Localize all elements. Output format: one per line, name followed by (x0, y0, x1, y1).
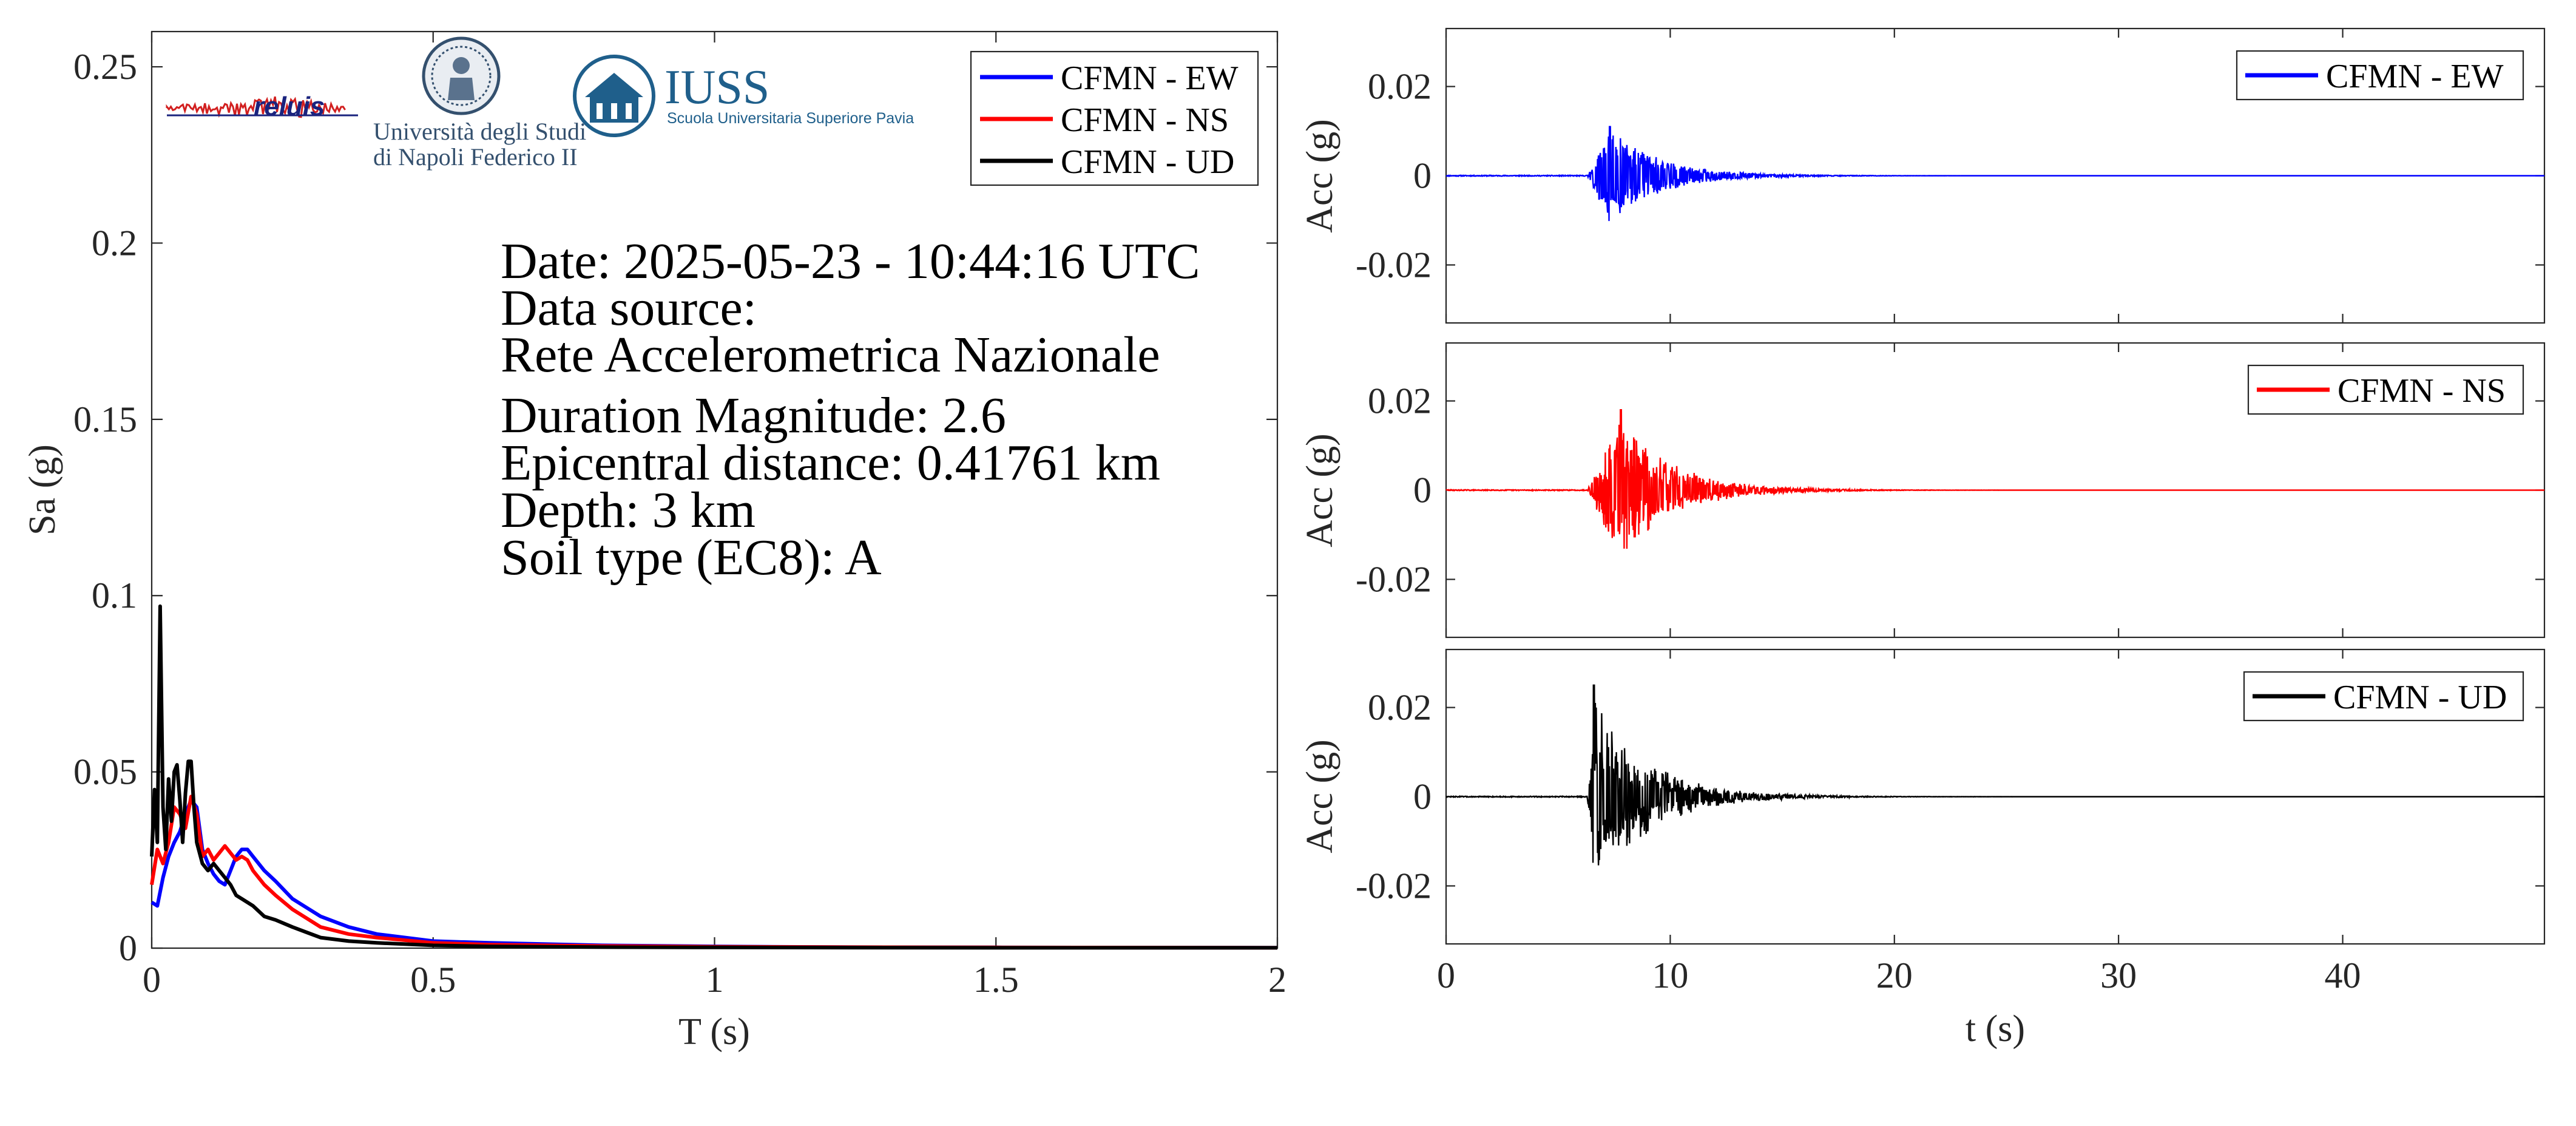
acc-ns-y-axis-title: Acc (g) (1299, 433, 1340, 548)
spectrum-x-tick-label: 1.5 (973, 960, 1019, 1000)
iuss-subtitle: Scuola Universitaria Superiore Pavia (667, 110, 914, 127)
legend-label-ud: CFMN - UD (1061, 143, 1234, 181)
acc-x-tick-label: 20 (1876, 955, 1913, 995)
acc-ns-y-tick-label: 0.02 (1368, 381, 1432, 421)
data-source-label: Data source: (501, 280, 757, 336)
unina-seal-icon (422, 36, 501, 115)
acc-ud-x-ticks: 0 10 20 30 40 (1437, 649, 2361, 995)
acc-ns-chart: -0.02 0 0.02 Acc (g) CFMN - NS (1299, 342, 2546, 639)
spectrum-x-tick-label: 0.5 (410, 960, 456, 1000)
acc-ew-y-tick-label: -0.02 (1356, 245, 1432, 285)
spectrum-series-line-ud (150, 604, 1277, 950)
spectrum-x-tick-label: 0 (143, 960, 161, 1000)
acc-ew-legend-label: CFMN - EW (2326, 58, 2504, 95)
legend-label-ns: CFMN - NS (1061, 101, 1229, 139)
acc-ew-y-tick-label: 0.02 (1368, 67, 1432, 107)
acc-ud-y-axis-title: Acc (g) (1299, 739, 1340, 853)
spectrum-x-tick-label: 2 (1268, 960, 1286, 1000)
iuss-title: IUSS (664, 61, 769, 114)
unina-name-line2: di Napoli Federico II (373, 143, 578, 171)
spectrum-y-tick-label: 0 (119, 928, 137, 968)
spectrum-chart: 0 0.5 1 1.5 2 0 0.05 0.1 0.15 0.2 0.25 T (s) Sa (… (22, 30, 1286, 1053)
iuss-logo: IUSS Scuola Universitaria Superiore Pavi… (573, 55, 914, 137)
acc-ns-legend-label: CFMN - NS (2338, 372, 2506, 410)
spectrum-series (150, 604, 1278, 950)
acc-ud-chart: 0 10 20 30 40 -0.02 0 0.02 Acc (g) t (s) CFMN … (1299, 648, 2546, 1050)
event-depth: Depth: 3 km (501, 482, 756, 538)
acc-ns-series (1445, 409, 2544, 549)
spectrum-y-tick-label: 0.05 (73, 752, 137, 792)
spectrum-y-tick-label: 0.1 (92, 575, 137, 616)
acc-ew-y-ticks: -0.02 0 0.02 (1356, 67, 2544, 285)
acc-ud-legend: CFMN - UD (2243, 671, 2524, 722)
acc-ud-y-tick-label: -0.02 (1356, 866, 1432, 906)
reluis-wordmark: reluis (254, 92, 325, 121)
unina-name-line1: Università degli Studi (373, 118, 586, 145)
acc-ud-y-ticks: -0.02 0 0.02 (1356, 688, 2544, 906)
acc-x-tick-label: 0 (1437, 955, 1455, 995)
soil-type: Soil type (EC8): A (501, 529, 882, 586)
acc-ud-y-tick-label: 0.02 (1368, 688, 1432, 728)
acc-x-tick-label: 40 (2325, 955, 2361, 995)
spectrum-x-ticks: 0 0.5 1 1.5 2 (143, 32, 1286, 1000)
acc-ns-legend: CFMN - NS (2247, 364, 2524, 415)
spectrum-y-tick-label: 0.25 (73, 47, 137, 87)
epicentral-distance: Epicentral distance: 0.41761 km (501, 435, 1160, 491)
acc-ew-legend: CFMN - EW (2236, 50, 2524, 101)
acc-ew-y-axis-title: Acc (g) (1299, 119, 1340, 233)
acc-ud-y-tick-label: 0 (1413, 777, 1432, 817)
unina-logo: Università degli Studi di Napoli Federic… (373, 36, 586, 171)
legend-label-ew: CFMN - EW (1061, 59, 1239, 97)
data-source-value: Rete Accelerometrica Nazionale (501, 327, 1160, 383)
event-info: Date: 2025-05-23 - 10:44:16 UTC Data sou… (501, 233, 1200, 586)
spectrum-x-tick-label: 1 (706, 960, 724, 1000)
acc-ns-trace-line (1445, 409, 2544, 549)
spectrum-y-tick-label: 0.2 (92, 223, 137, 263)
spectrum-y-axis-title: Sa (g) (22, 444, 63, 535)
event-date: Date: 2025-05-23 - 10:44:16 UTC (501, 233, 1200, 290)
reluis-logo: reluis (166, 92, 358, 121)
acc-ns-y-ticks: -0.02 0 0.02 (1356, 381, 2544, 599)
spectrum-legend: CFMN - EW CFMN - NS CFMN - UD (970, 50, 1259, 186)
acc-ew-chart: -0.02 0 0.02 Acc (g) CFMN - EW (1299, 27, 2546, 324)
acc-x-tick-label: 30 (2100, 955, 2137, 995)
iuss-building-icon (573, 55, 655, 137)
acc-ns-x-ticks (1445, 343, 2344, 637)
acc-x-axis-title: t (s) (1966, 1008, 2025, 1050)
acc-ew-x-ticks (1445, 29, 2344, 323)
spectrum-x-axis-title: T (s) (678, 1011, 750, 1053)
spectrum-y-ticks: 0 0.05 0.1 0.15 0.2 0.25 (73, 47, 1277, 968)
acc-ns-y-tick-label: -0.02 (1356, 559, 1432, 599)
acc-ud-series (1445, 684, 2544, 866)
acc-ns-y-tick-label: 0 (1413, 470, 1432, 510)
spectrum-y-tick-label: 0.15 (73, 399, 137, 439)
acc-ew-y-tick-label: 0 (1413, 156, 1432, 196)
reluis-wave-icon (166, 96, 346, 118)
acc-ud-legend-label: CFMN - UD (2333, 679, 2507, 716)
acc-ud-trace-line (1445, 684, 2544, 866)
acc-x-tick-label: 10 (1652, 955, 1688, 995)
acc-ew-trace-line (1445, 126, 2544, 222)
acc-ew-series (1445, 126, 2544, 222)
duration-magnitude: Duration Magnitude: 2.6 (501, 387, 1006, 444)
